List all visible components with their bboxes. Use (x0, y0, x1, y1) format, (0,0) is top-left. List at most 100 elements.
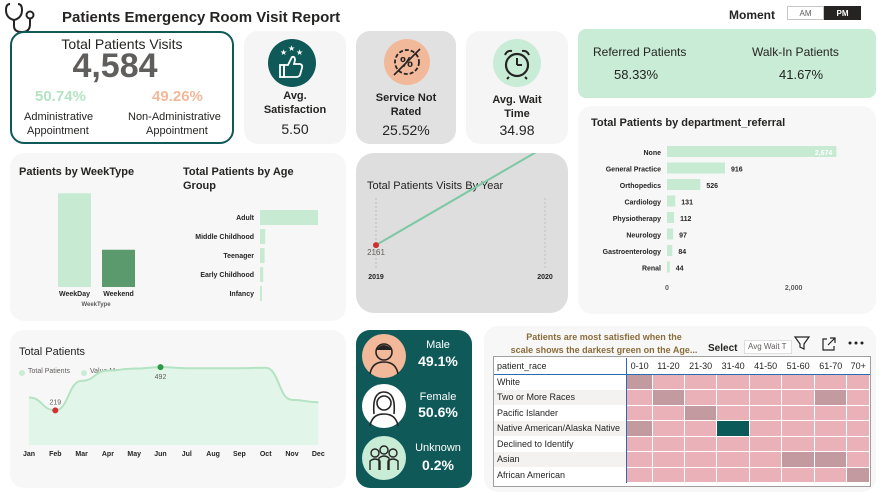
moment-am-button[interactable]: AM (787, 6, 824, 20)
legend-dot-max (81, 370, 87, 376)
thumbs-up-stars-icon: ★ ★ ★ (268, 39, 316, 87)
department-chart: None 2,674 General Practice 916 Orthopedics 5… (603, 146, 837, 292)
referral-card (578, 29, 876, 98)
wait-time-dropdown[interactable]: Avg Wait T (744, 340, 792, 354)
heatmap-cell (813, 404, 848, 421)
dept-value-label: 97 (679, 233, 687, 240)
age-bar (260, 229, 266, 244)
nonadmin-label: Non-Administrative (128, 111, 221, 123)
admin-pct: 50.74% (35, 88, 86, 105)
heatmap-row-label: Two or More Races (494, 389, 627, 405)
age-chart: Adult Middle Childhood Teenager Early Child… (195, 210, 318, 301)
alarm-clock-icon (493, 39, 541, 87)
heatmap-row-label: Pacific Islander (494, 405, 627, 421)
heatmap-cell (846, 373, 870, 390)
heatmap-cell (748, 373, 783, 390)
monthly-xtick: Apr (102, 451, 114, 458)
heatmap-cell (683, 451, 718, 468)
dept-bar (667, 245, 673, 256)
weektype-chart: WeekDay Weekend WeekType (58, 193, 135, 308)
male-avatar-icon (362, 334, 406, 378)
heatmap-cell (748, 404, 783, 421)
legend-total-patients: Total Patients (28, 368, 71, 375)
moment-pm-button[interactable]: PM (824, 6, 861, 20)
dept-bar (667, 179, 701, 190)
visits-by-year-card (356, 153, 568, 313)
dept-category-label: Renal (642, 266, 661, 273)
dept-value-label: 2,674 (815, 150, 833, 157)
monthly-area-fill (29, 367, 319, 445)
heatmap-cell (748, 420, 783, 437)
unknown-label: Unknown (415, 442, 461, 454)
heatmap-column-header[interactable]: 0-10 (626, 358, 653, 375)
year-xtick: 2019 (368, 274, 384, 281)
heatmap-cell (652, 466, 685, 483)
heatmap-row-label: White (494, 374, 627, 390)
dept-category-label: Neurology (626, 233, 661, 240)
heatmap-table: patient_race 0-10 11-20 21-30 31-40 41-50 51-6… (494, 358, 870, 483)
heatmap-row: White (494, 373, 870, 390)
dept-xtick: 0 (665, 285, 669, 292)
heatmap-column-header[interactable]: 11-20 (652, 358, 685, 375)
heatmap-column-header[interactable]: 51-60 (781, 358, 815, 375)
heatmap-column-header[interactable]: 70+ (846, 358, 870, 375)
age-bar (260, 210, 318, 225)
wait-value: 34.98 (499, 122, 535, 138)
heatmap-cell (625, 373, 654, 390)
age-bar (260, 286, 262, 301)
heatmap-cell (846, 466, 870, 483)
heatmap-cell (652, 435, 685, 452)
department-chart-title: Total Patients by department_referral (591, 117, 786, 129)
more-options-icon[interactable] (846, 336, 866, 350)
wait-label: Avg. Wait (492, 94, 542, 106)
nonadmin-pct: 49.26% (152, 88, 203, 105)
filter-icon[interactable] (792, 333, 812, 353)
focus-mode-icon[interactable] (820, 335, 838, 353)
wait-time-dropdown-value: Avg Wait T (748, 342, 787, 351)
satisfaction-label-2: Satisfaction (263, 104, 327, 116)
age-category-label: Teenager (223, 253, 254, 260)
heatmap-cell (652, 404, 685, 421)
weektype-bar (58, 193, 91, 287)
total-visits-card (10, 31, 234, 144)
heatmap-cell (716, 373, 750, 390)
legend-dot-total (19, 370, 25, 376)
heatmap-column-header[interactable]: 61-70 (814, 358, 847, 375)
monthly-xtick: Nov (285, 451, 298, 458)
monthly-series-line (28, 366, 319, 412)
heatmap-column-header[interactable]: 31-40 (716, 358, 750, 375)
wait-label-2: Time (504, 108, 530, 120)
heatmap-column-header[interactable]: 21-30 (684, 358, 717, 375)
svg-text:★: ★ (288, 44, 295, 53)
heatmap-cell (716, 389, 750, 406)
dept-bar (667, 195, 676, 207)
visits-by-year-title: Total Patients Visits By Year (367, 180, 504, 192)
age-chart-title-2: Group (183, 180, 216, 192)
heatmap-cell (813, 420, 848, 437)
not-rated-label-2: Rated (390, 106, 422, 118)
heatmap-row: Pacific Islander (494, 404, 870, 421)
heatmap-cell (813, 466, 848, 483)
monthly-area-chart: 219 492 Jan Feb Mar Apr May Jun Jul Aug Sep Oct Nov D… (23, 364, 325, 458)
heatmap-cell (716, 420, 750, 437)
heatmap-cell (813, 435, 848, 452)
heatmap-column-header[interactable]: 41-50 (749, 358, 782, 375)
dept-bar (667, 162, 726, 174)
heatmap-cell (781, 373, 815, 390)
heatmap-cell (652, 451, 685, 468)
heatmap-cell (625, 404, 654, 421)
heatmap-cell (683, 389, 718, 406)
satisfaction-label: Avg. (283, 90, 307, 102)
dept-value-label: 112 (680, 216, 691, 223)
satisfaction-value: 5.50 (281, 121, 309, 137)
percent-badge-icon: % (384, 39, 430, 85)
heatmap-row-label: Declined to Identify (494, 436, 627, 452)
heatmap-row-header[interactable]: patient_race (494, 358, 627, 375)
heatmap-row: Declined to Identify (494, 435, 870, 452)
total-visits-value: 4,584 (72, 47, 158, 85)
monthly-chart-title: Total Patients (19, 346, 86, 358)
heatmap-cell (716, 466, 750, 483)
heatmap-cell (781, 420, 815, 437)
heatmap-cell (748, 389, 783, 406)
heatmap-cell (813, 373, 848, 390)
